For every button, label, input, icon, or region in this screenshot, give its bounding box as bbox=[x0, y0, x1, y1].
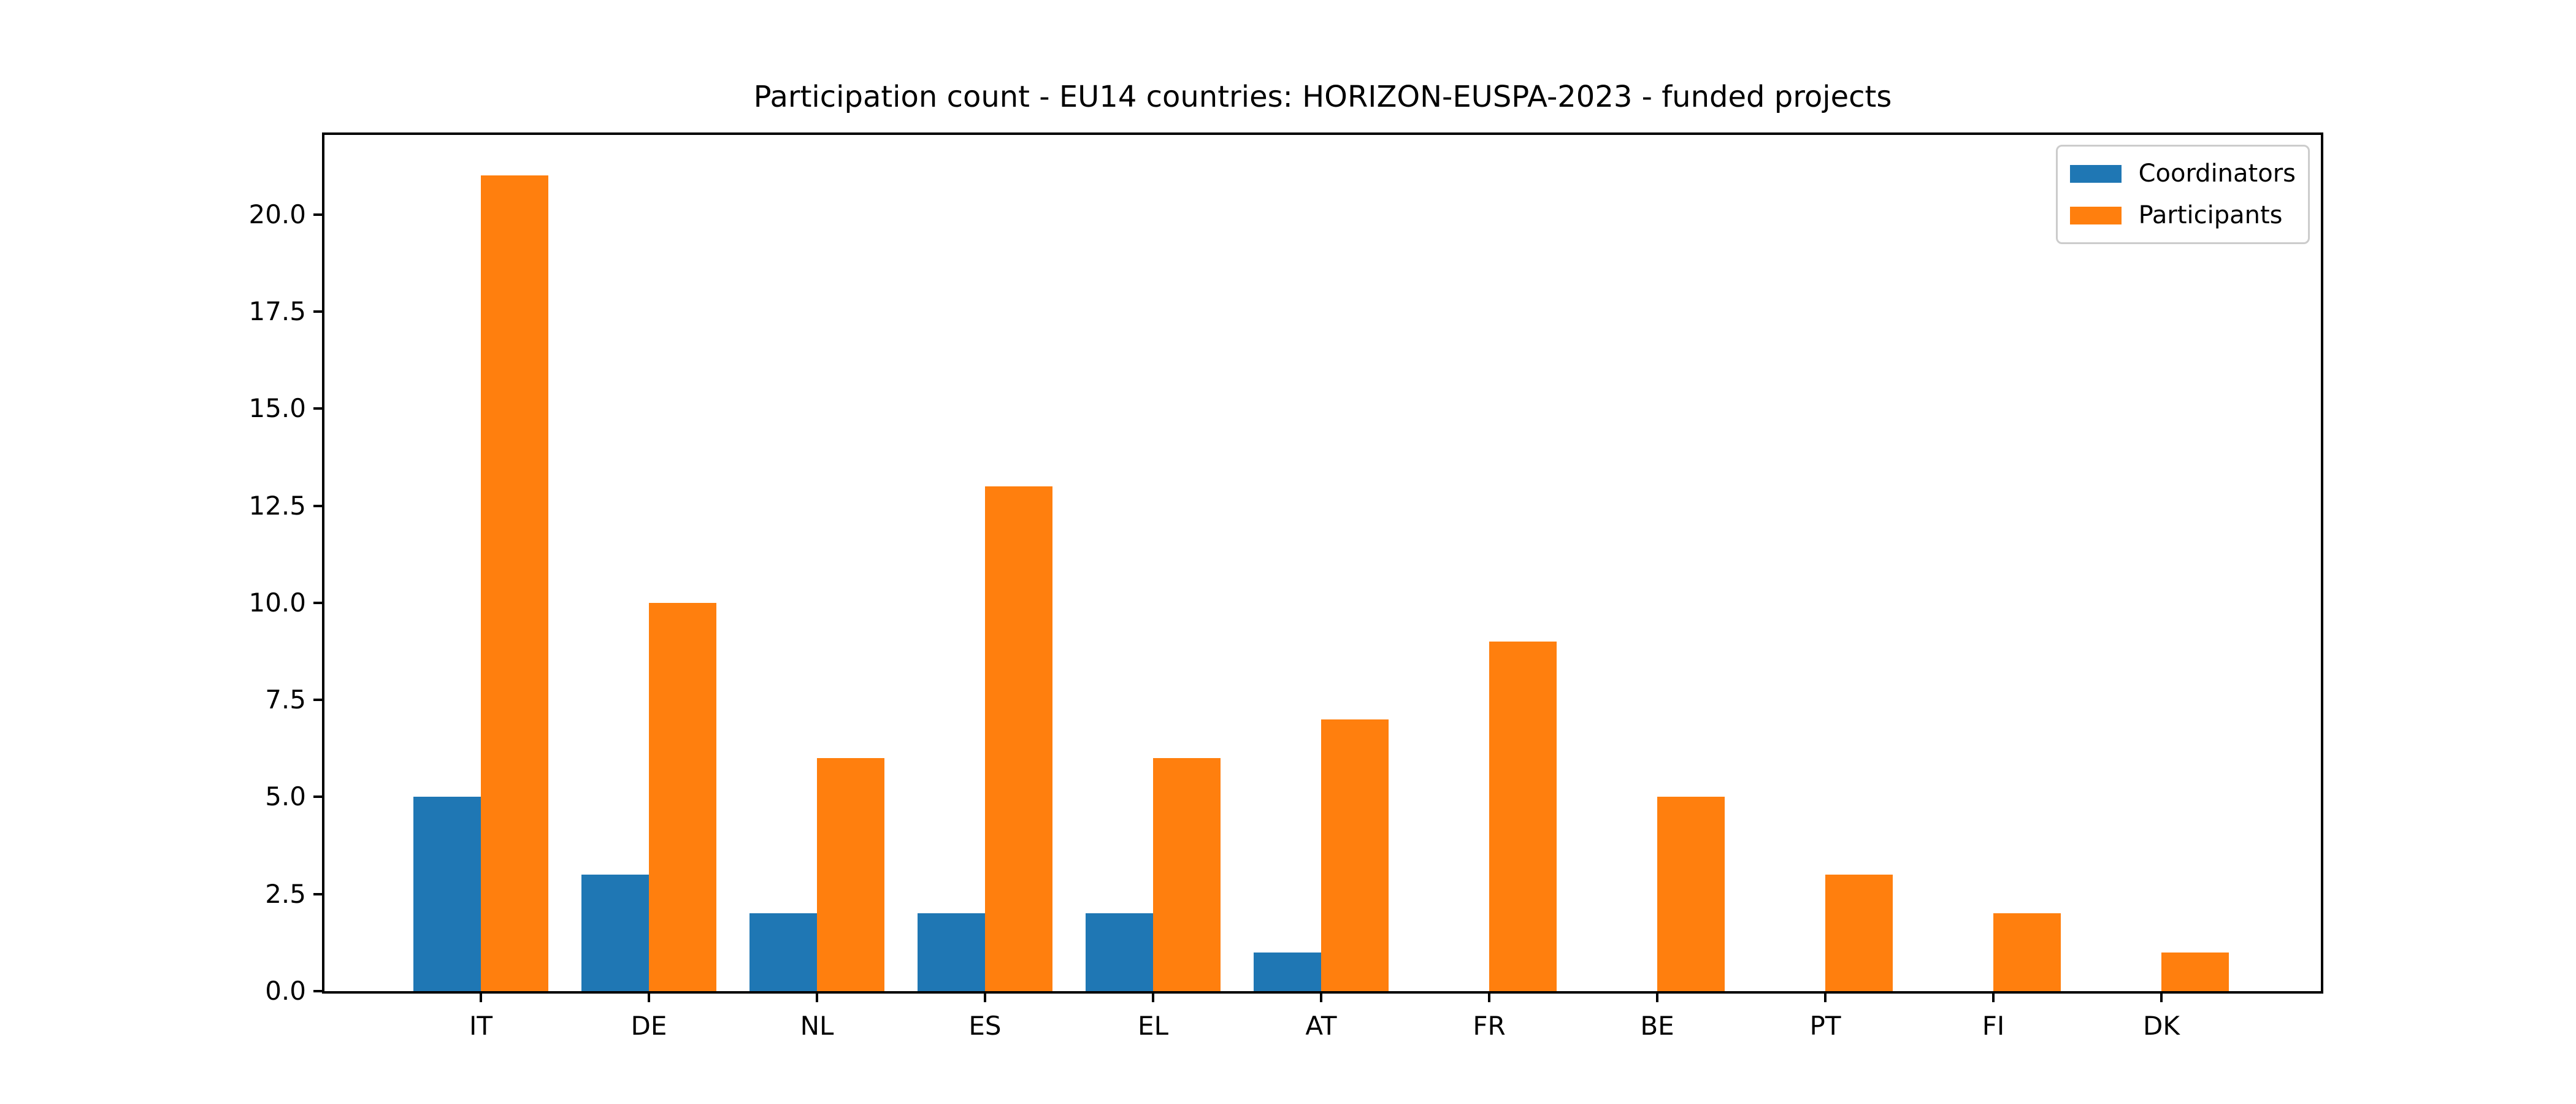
x-tick-mark bbox=[648, 994, 650, 1002]
legend-swatch-coordinators bbox=[2069, 164, 2122, 183]
bar-coordinators-nl bbox=[749, 913, 817, 991]
bar-participants-at bbox=[1321, 719, 1389, 991]
bar-participants-it bbox=[481, 175, 548, 991]
bar-coordinators-el bbox=[1086, 913, 1153, 991]
legend-label-participants: Participants bbox=[2138, 201, 2283, 229]
bar-coordinators-es bbox=[918, 913, 985, 991]
y-tick-mark bbox=[313, 213, 322, 216]
x-tick-label-fi: FI bbox=[1982, 1011, 2005, 1041]
y-tick-mark bbox=[313, 601, 322, 604]
y-tick-mark bbox=[313, 892, 322, 895]
x-tick-mark bbox=[480, 994, 482, 1002]
y-tick-mark bbox=[313, 699, 322, 702]
y-tick-mark bbox=[313, 407, 322, 410]
x-tick-label-it: IT bbox=[469, 1011, 493, 1041]
bar-coordinators-de bbox=[581, 875, 649, 991]
y-tick-label: 20.0 bbox=[248, 199, 306, 229]
y-tick-label: 2.5 bbox=[265, 878, 306, 909]
bar-participants-pt bbox=[1825, 875, 1893, 991]
x-tick-mark bbox=[1320, 994, 1322, 1002]
y-tick-mark bbox=[313, 795, 322, 799]
y-tick-mark bbox=[313, 990, 322, 992]
y-tick-label: 12.5 bbox=[248, 490, 306, 521]
x-tick-label-nl: NL bbox=[800, 1011, 834, 1041]
bar-participants-fr bbox=[1489, 642, 1557, 991]
x-tick-label-at: AT bbox=[1305, 1011, 1337, 1041]
x-tick-mark bbox=[1656, 994, 1658, 1002]
x-tick-mark bbox=[1152, 994, 1154, 1002]
y-tick-label: 7.5 bbox=[265, 684, 306, 715]
legend-label-coordinators: Coordinators bbox=[2138, 159, 2296, 188]
y-tick-label: 0.0 bbox=[265, 976, 306, 1006]
x-tick-mark bbox=[1824, 994, 1827, 1002]
legend-item-participants: Participants bbox=[2069, 199, 2296, 231]
y-tick-label: 15.0 bbox=[248, 393, 306, 424]
legend-item-coordinators: Coordinators bbox=[2069, 158, 2296, 190]
y-tick-label: 5.0 bbox=[265, 781, 306, 812]
y-tick-label: 17.5 bbox=[248, 296, 306, 327]
x-tick-label-fr: FR bbox=[1473, 1011, 1506, 1041]
bar-participants-be bbox=[1657, 797, 1725, 991]
x-tick-mark bbox=[1992, 994, 1995, 1002]
chart-title: Participation count - EU14 countries: HO… bbox=[753, 80, 1892, 114]
legend: Coordinators Participants bbox=[2055, 145, 2310, 244]
x-tick-mark bbox=[984, 994, 986, 1002]
bar-participants-nl bbox=[817, 758, 884, 991]
x-tick-mark bbox=[1488, 994, 1490, 1002]
plot-area: Coordinators Participants bbox=[322, 132, 2323, 994]
bar-participants-fi bbox=[1993, 913, 2061, 991]
bar-participants-de bbox=[649, 602, 716, 991]
y-tick-mark bbox=[313, 310, 322, 313]
bar-participants-es bbox=[985, 486, 1052, 991]
x-tick-label-el: EL bbox=[1138, 1011, 1168, 1041]
x-tick-label-be: BE bbox=[1640, 1011, 1674, 1041]
bar-participants-dk bbox=[2161, 952, 2229, 991]
x-tick-mark bbox=[2160, 994, 2163, 1002]
x-tick-label-de: DE bbox=[631, 1011, 667, 1041]
x-tick-label-dk: DK bbox=[2143, 1011, 2180, 1041]
legend-swatch-participants bbox=[2069, 206, 2122, 224]
bar-participants-el bbox=[1153, 758, 1221, 991]
bar-coordinators-at bbox=[1254, 952, 1321, 991]
x-tick-mark bbox=[816, 994, 818, 1002]
x-tick-label-pt: PT bbox=[1809, 1011, 1841, 1041]
y-tick-label: 10.0 bbox=[248, 587, 306, 618]
bar-coordinators-it bbox=[413, 797, 481, 991]
y-tick-mark bbox=[313, 504, 322, 507]
x-tick-label-es: ES bbox=[968, 1011, 1002, 1041]
